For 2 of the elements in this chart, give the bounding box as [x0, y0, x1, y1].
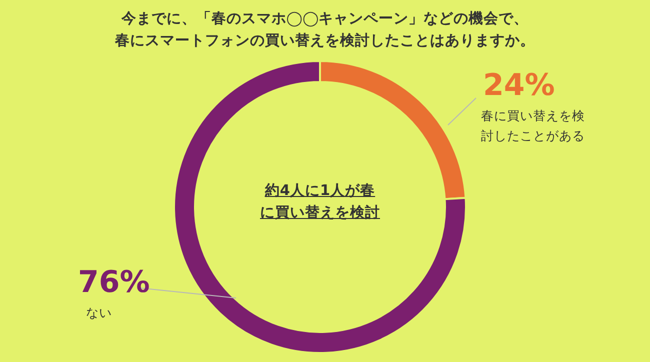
annotation: 約4人に1人が春に買い替えを検討	[259, 182, 381, 223]
title: 今までに、「春のスマホ◯◯キャンペーン」などの機会で、春にスマートフォンの買い替えを検討したことはありますか。	[114, 10, 536, 51]
